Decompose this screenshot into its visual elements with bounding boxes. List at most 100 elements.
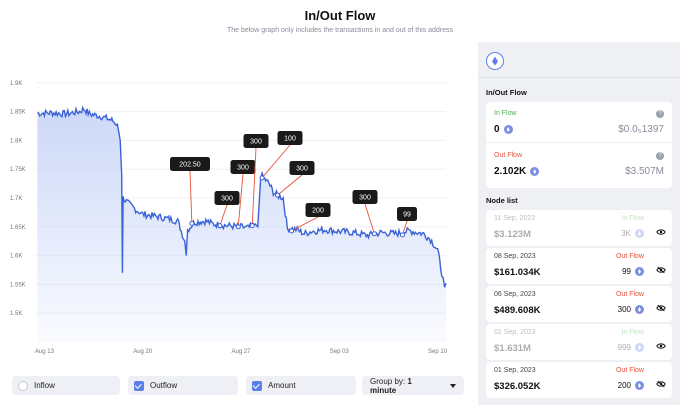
- node-amount: $326.052K: [494, 381, 541, 392]
- flow-summary-card: In Flow ? 0 $0.0₅1397 Out Flow ? 2.102K …: [486, 102, 672, 188]
- node-value-text: 200: [617, 381, 631, 390]
- ethereum-icon: [635, 343, 644, 352]
- out-flow-label: Out Flow: [494, 152, 523, 159]
- eye-off-icon[interactable]: [656, 375, 666, 388]
- node-value-text: 999: [617, 343, 631, 352]
- annotation-connector: [189, 170, 193, 224]
- annotation-connector: [277, 174, 303, 196]
- eye-off-icon[interactable]: [656, 299, 666, 312]
- node-item[interactable]: 02 Sep, 2023 $1.631M In Flow 999: [486, 324, 672, 360]
- groupby-value: 1 minute: [370, 376, 412, 395]
- node-value-text: 99: [622, 267, 631, 276]
- in-flow-label: In Flow: [494, 110, 517, 117]
- annotation-label-box: [170, 157, 210, 171]
- annotation-label: 300: [237, 165, 249, 172]
- node-amount: $1.631M: [494, 343, 531, 354]
- y-tick-label: 1.65K: [10, 225, 26, 231]
- annotation-label-box: [352, 190, 378, 204]
- annotation-label-box: [277, 131, 303, 145]
- header: In/Out Flow The below graph only include…: [0, 0, 680, 42]
- annotation-label-box: [289, 161, 315, 175]
- chart-controls: Inflow Outflow Amount Group by: 1 minute: [0, 366, 476, 405]
- node-amount: $3.123M: [494, 229, 531, 240]
- y-tick-label: 1.55K: [10, 282, 26, 288]
- groupby-select[interactable]: Group by: 1 minute: [362, 376, 464, 395]
- node-value: 300: [618, 305, 644, 314]
- ethereum-icon: [635, 229, 644, 238]
- in-flow-value: 0: [494, 124, 513, 135]
- node-item[interactable]: 11 Sep, 2023 $3.123M In Flow 3K: [486, 210, 672, 246]
- node-direction: Out Flow: [615, 367, 644, 374]
- in-flow-amount: 0: [494, 124, 500, 135]
- annotation-point: [217, 223, 223, 229]
- annotation-point: [371, 231, 377, 237]
- annotation-connector: [364, 203, 375, 234]
- node-direction: In Flow: [621, 329, 644, 336]
- x-tick-label: Sep 10: [428, 349, 448, 355]
- annotation-label-box: [397, 207, 417, 221]
- annotation-label: 99: [403, 212, 411, 219]
- annotation-label: 300: [296, 166, 308, 173]
- annotation-label: 202.50: [179, 162, 201, 169]
- sidebar-divider: [478, 77, 680, 78]
- node-item[interactable]: 06 Sep, 2023 $489.608K Out Flow 300: [486, 286, 672, 322]
- flow-section-title: In/Out Flow: [486, 88, 527, 97]
- annotation-point: [235, 224, 241, 230]
- ethereum-icon: [635, 381, 644, 390]
- flow-chart: 1.5K 1.55K 1.6K 1.65K 1.7K 1.75K 1.8K 1.85K 1.9K…: [0, 42, 476, 364]
- node-item[interactable]: 08 Sep, 2023 $161.034K Out Flow 99: [486, 248, 672, 284]
- outflow-checkbox[interactable]: [134, 380, 144, 391]
- out-flow-value: 2.102K: [494, 166, 540, 177]
- annotation-label-box: [230, 160, 256, 174]
- node-direction: Out Flow: [615, 291, 644, 298]
- page-subtitle: The below graph only includes the transa…: [226, 27, 454, 34]
- node-date: 08 Sep, 2023: [494, 253, 536, 260]
- inflow-label: Inflow: [34, 381, 55, 390]
- annotation-connector: [219, 204, 228, 226]
- amount-label: Amount: [268, 381, 296, 390]
- node-item[interactable]: 01 Sep, 2023 $326.052K Out Flow 200: [486, 362, 672, 398]
- annotation-connector: [291, 216, 319, 232]
- ethereum-icon: [503, 125, 513, 134]
- ethereum-icon: [486, 52, 504, 70]
- ethereum-icon: [635, 305, 644, 314]
- sidebar: In/Out Flow In Flow ? 0 $0.0₅1397 Out Fl…: [478, 42, 680, 405]
- groupby-label: Group by:: [370, 376, 406, 386]
- node-date: 11 Sep, 2023: [494, 215, 536, 222]
- x-tick-label: Aug 13: [35, 349, 55, 355]
- y-tick-label: 1.8K: [10, 138, 22, 144]
- out-flow-amount: 2.102K: [494, 166, 527, 177]
- annotation-connector: [261, 144, 291, 179]
- outflow-toggle[interactable]: Outflow: [128, 376, 238, 395]
- flow-divider: [486, 142, 672, 143]
- amount-checkbox[interactable]: [252, 380, 262, 391]
- help-icon[interactable]: ?: [656, 110, 664, 118]
- node-value: 999: [618, 343, 644, 352]
- annotation-label-box: [243, 134, 269, 148]
- help-icon[interactable]: ?: [656, 152, 664, 160]
- annotation-point: [289, 228, 295, 234]
- node-value-text: 3K: [621, 229, 631, 238]
- amount-toggle[interactable]: Amount: [246, 376, 356, 395]
- eye-icon[interactable]: [656, 337, 666, 349]
- inflow-checkbox[interactable]: [18, 380, 28, 391]
- node-value: 200: [618, 381, 644, 390]
- eye-off-icon[interactable]: [656, 261, 666, 274]
- node-direction: In Flow: [621, 215, 644, 222]
- out-flow-row: Out Flow ? 2.102K $3.507M: [494, 152, 664, 188]
- annotation-point: [275, 192, 281, 198]
- annotation-label: 100: [284, 136, 296, 143]
- eye-icon[interactable]: [656, 223, 666, 235]
- inflow-toggle[interactable]: Inflow: [12, 376, 120, 395]
- annotation-connector: [237, 173, 244, 227]
- page-title: In/Out Flow: [304, 8, 376, 23]
- ethereum-icon: [530, 167, 540, 176]
- node-amount: $161.034K: [494, 267, 541, 278]
- flow-chart-svg: 1.5K 1.55K 1.6K 1.65K 1.7K 1.75K 1.8K 1.85K 1.9K…: [10, 81, 448, 355]
- series-line: [37, 105, 447, 288]
- in-flow-row: In Flow ? 0 $0.0₅1397: [494, 110, 664, 146]
- annotation-connector: [251, 147, 257, 226]
- y-tick-label: 1.5K: [10, 311, 22, 317]
- node-direction: Out Flow: [615, 253, 644, 260]
- y-tick-label: 1.9K: [10, 81, 22, 87]
